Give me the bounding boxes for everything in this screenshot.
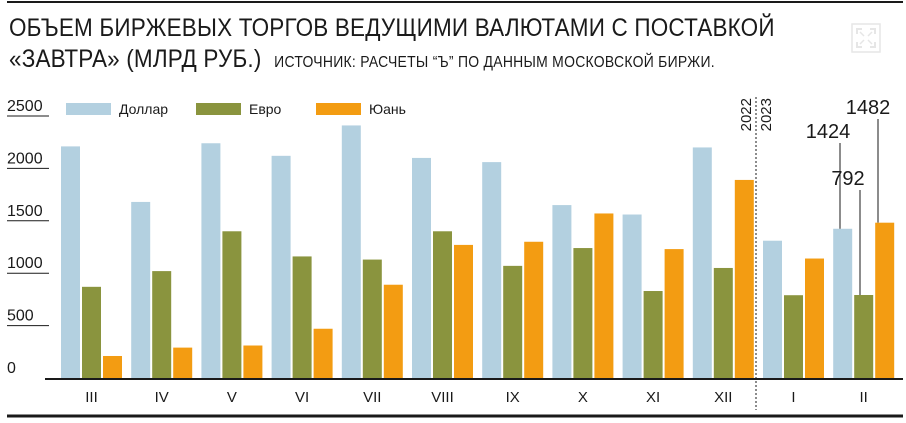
bar-yuan-VI [313,328,333,378]
bar-yuan-II [875,222,895,378]
bar-yuan-VIII [454,244,473,378]
y-tick-label: 1000 [7,255,43,272]
bar-dollar-VIII [412,157,431,378]
bar-dollar-IX [482,162,502,378]
title-line-1: ОБЪЕМ БИРЖЕВЫХ ТОРГОВ ВЕДУЩИМИ ВАЛЮТАМИ … [9,14,775,42]
bar-dollar-V [201,143,221,378]
title-line-2-text: «ЗАВТРА» (МЛРД РУБ.) [9,45,262,73]
bar-dollar-X [552,205,572,378]
bar-euro-III [82,286,101,378]
y-tick-label: 500 [7,308,34,325]
bar-euro-I [784,295,803,378]
x-tick-label: XI [646,389,660,406]
bar-euro-VIII [433,231,452,378]
legend-label-euro: Евро [249,101,282,117]
source-note: ИСТОЧНИК: РАСЧЕТЫ “Ъ” ПО ДАННЫМ МОСКОВСК… [274,54,715,71]
bar-dollar-III [61,146,80,378]
y-tick-label: 1500 [7,203,43,220]
year-label: 2022 [738,98,755,131]
bar-dollar-IV [131,201,151,378]
bar-euro-VII [362,259,382,378]
bar-yuan-V [243,345,263,378]
bar-yuan-X [594,213,614,378]
bar-dollar-XII [692,147,712,378]
bar-yuan-I [805,258,824,378]
x-tick-label: XII [714,389,732,406]
bar-yuan-XII [734,179,754,378]
legend-swatch-dollar [66,103,111,115]
bar-euro-IV [152,271,172,378]
title-line-2: «ЗАВТРА» (МЛРД РУБ.) ИСТОЧНИК: РАСЧЕТЫ “Ъ… [9,44,729,78]
x-tick-label: VI [295,389,309,406]
value-label-dollar: 1424 [806,121,851,143]
bar-euro-X [573,248,593,378]
x-tick-label: I [791,389,795,406]
bar-euro-II [854,294,874,378]
top-rule [7,1,903,3]
value-label-yuan: 1482 [846,97,891,119]
bar-dollar-XI [622,214,642,378]
bar-yuan-IX [524,241,544,378]
bar-dollar-II [833,228,853,378]
year-label: 2023 [758,98,775,131]
value-label-euro: 792 [831,168,864,190]
bar-yuan-III [103,355,122,378]
x-tick-label: II [860,389,868,406]
legend-label-yuan: Юань [369,101,406,117]
x-tick-label: IV [155,389,169,406]
legend-label-dollar: Доллар [119,101,168,117]
bar-dollar-VII [341,125,361,378]
legend-swatch-yuan [316,103,361,115]
x-tick-label: III [85,389,98,406]
y-tick-label: 0 [7,360,16,377]
x-tick-label: X [578,389,588,406]
bar-dollar-I [763,240,782,378]
bar-yuan-VII [383,284,403,378]
bar-yuan-IV [173,347,193,378]
bar-euro-IX [503,265,523,378]
legend-swatch-euro [196,103,241,115]
bar-euro-XII [713,267,733,378]
bar-euro-XI [643,291,663,378]
x-tick-label: IX [506,389,520,406]
bar-euro-VI [292,256,312,378]
x-tick-label: V [227,389,237,406]
y-tick-label: 2500 [7,98,43,115]
y-tick-label: 2000 [7,150,43,167]
expand-icon[interactable] [851,23,881,53]
bar-yuan-XI [664,249,684,378]
chart-title: ОБЪЕМ БИРЖЕВЫХ ТОРГОВ ВЕДУЩИМИ ВАЛЮТАМИ … [9,13,775,78]
x-tick-label: VIII [431,389,454,406]
x-tick-label: VII [363,389,381,406]
bar-euro-V [222,231,242,378]
bar-dollar-VI [271,155,291,378]
